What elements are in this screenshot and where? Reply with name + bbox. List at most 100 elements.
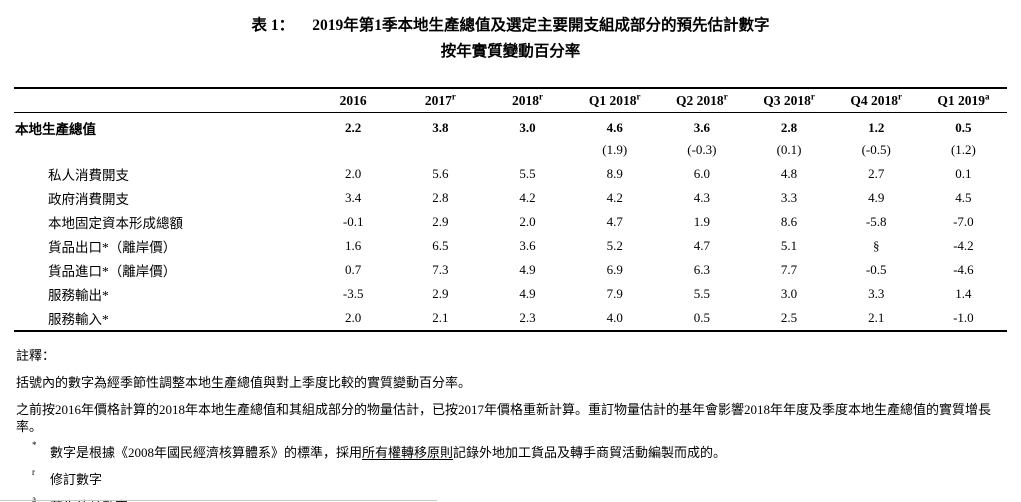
column-header-q3-2018: Q3 2018r <box>745 87 833 113</box>
cell: 0.1 <box>955 165 972 181</box>
column-header-2016: 2016 <box>309 87 397 113</box>
column-header-empty <box>14 87 310 113</box>
cell: 2.7 <box>868 165 885 181</box>
cell: 5.6 <box>432 165 449 181</box>
cell: 2.9 <box>432 285 449 301</box>
column-header-2018: 2018r <box>483 87 572 113</box>
row-label: 私人消費開支 <box>48 167 129 183</box>
cell: 3.0 <box>519 119 536 135</box>
table-subtitle: 按年實質變動百分率 <box>440 42 581 60</box>
cell: 3.3 <box>868 285 885 301</box>
row-label: 服務輸入* <box>48 311 109 327</box>
table-row-imports-of-services: 服務輸入* 2.0 2.1 2.3 4.0 0.5 2.5 2.1 -1.0 <box>14 306 1007 331</box>
table-row-fixed-capital-formation: 本地固定資本形成總額 -0.1 2.9 2.0 4.7 1.9 8.6 -5.8… <box>14 210 1007 234</box>
cell: 8.9 <box>606 165 623 181</box>
cell: 2.5 <box>780 309 798 325</box>
row-label: 本地固定資本形成總額 <box>48 215 183 231</box>
cell <box>310 140 397 162</box>
note-rebasing: 之前按2016年價格計算的2018年本地生產總值和其組成部分的物量估計，已按20… <box>16 401 992 434</box>
cell: 4.2 <box>606 189 623 205</box>
cell: 4.7 <box>606 213 623 229</box>
underlined-term: 所有權轉移原則 <box>362 445 454 461</box>
cell: (1.2) <box>950 141 976 157</box>
cell: -4.6 <box>953 261 974 277</box>
cell: 6.3 <box>693 261 710 277</box>
table-row-gdp: 本地生產總值 2.2 3.8 3.0 4.6 3.6 2.8 1.2 0.5 <box>14 112 1007 140</box>
cell: 4.0 <box>606 309 623 325</box>
footnote-text: 修訂數字 <box>50 472 103 488</box>
cell: 4.8 <box>780 165 798 181</box>
cell: 8.6 <box>780 213 798 229</box>
gdp-statistics-table: 2016 2017r 2018r Q1 2018r Q2 2018r Q3 20… <box>14 86 1007 332</box>
cell: 2.1 <box>868 309 885 325</box>
column-header-q2-2018: Q2 2018r <box>658 87 746 113</box>
cell: (1.9) <box>602 141 628 157</box>
cell: 4.5 <box>955 189 972 205</box>
cell: 7.7 <box>780 261 798 277</box>
column-header-q4-2018: Q4 2018r <box>832 87 920 113</box>
notes-heading: 註釋： <box>16 347 56 363</box>
table-row-imports-of-goods: 貨品進口*（離岸價） 0.7 7.3 4.9 6.9 6.3 7.7 -0.5 … <box>14 258 1007 282</box>
cell: -4.2 <box>953 237 974 253</box>
cell: 7.3 <box>432 261 449 277</box>
row-label <box>14 140 310 162</box>
cell: -5.8 <box>865 213 887 229</box>
cell: -1.0 <box>953 309 974 325</box>
cell: 3.0 <box>780 285 798 301</box>
cell: 5.2 <box>606 237 623 253</box>
cell: -7.0 <box>953 213 974 229</box>
cell <box>484 140 571 162</box>
cell: 5.1 <box>780 237 798 253</box>
cell: 2.8 <box>780 119 798 135</box>
column-header-q1-2019: Q1 2019a <box>919 87 1007 113</box>
table-row-exports-of-goods: 貨品出口*（離岸價） 1.6 6.5 3.6 5.2 4.7 5.1 § -4.… <box>14 234 1007 258</box>
cell: 5.5 <box>693 285 710 301</box>
cell: 1.9 <box>693 213 710 229</box>
footnote-asterisk: * 數字是根據《2008年國民經濟核算體系》的標準，採用所有權轉移原則記錄外地加… <box>32 440 727 461</box>
note-seasonal-adjustment: 括號內的數字為經季節性調整本地生產總值與對上季度比較的實質變動百分率。 <box>16 374 472 390</box>
notes-section: 註釋： 括號內的數字為經季節性調整本地生產總值與對上季度比較的實質變動百分率。 … <box>16 348 1007 502</box>
cell: 4.9 <box>519 261 536 277</box>
cell: 6.5 <box>432 237 449 253</box>
table-header-row: 2016 2017r 2018r Q1 2018r Q2 2018r Q3 20… <box>14 87 1007 113</box>
cell: (-0.3) <box>687 141 717 157</box>
table-title-block: 表 1： 2019年第1季本地生產總值及選定主要開支組成部分的預先估計數字 按年實… <box>0 0 1021 63</box>
cell: 2.2 <box>345 119 362 135</box>
bottom-divider <box>0 500 437 501</box>
cell: 4.2 <box>519 189 536 205</box>
row-label: 政府消費開支 <box>48 191 129 207</box>
cell <box>397 140 484 162</box>
cell: 2.0 <box>345 309 362 325</box>
cell: 0.7 <box>345 261 362 277</box>
row-label: 貨品進口*（離岸價） <box>48 263 177 279</box>
cell: 1.6 <box>345 237 362 253</box>
cell: 4.6 <box>606 119 623 135</box>
cell: -0.1 <box>342 213 364 229</box>
cell: 2.8 <box>432 189 449 205</box>
cell: 2.9 <box>432 213 449 229</box>
cell: 2.0 <box>345 165 362 181</box>
table-row-private-consumption: 私人消費開支 2.0 5.6 5.5 8.9 6.0 4.8 2.7 0.1 <box>14 162 1007 186</box>
row-label: 服務輸出* <box>48 287 109 303</box>
cell: 2.3 <box>519 309 536 325</box>
cell: 4.9 <box>519 285 536 301</box>
table-number: 表 1： <box>251 17 295 34</box>
cell: § <box>872 237 880 253</box>
cell: 7.9 <box>606 285 623 301</box>
row-label: 本地生產總值 <box>15 121 96 137</box>
cell: 1.4 <box>955 285 972 301</box>
cell: 6.9 <box>606 261 623 277</box>
cell: 3.6 <box>519 237 536 253</box>
table-row-government-consumption: 政府消費開支 3.4 2.8 4.2 4.2 4.3 3.3 4.9 4.5 <box>14 186 1007 210</box>
cell: -0.5 <box>865 261 887 277</box>
row-label: 貨品出口*（離岸價） <box>48 239 177 255</box>
cell: 3.4 <box>345 189 362 205</box>
table-title-text: 2019年第1季本地生產總值及選定主要開支組成部分的預先估計數字 <box>312 17 770 34</box>
cell: 0.5 <box>693 309 710 325</box>
footnote-revised: r 修訂數字 <box>32 467 103 488</box>
cell: 4.7 <box>693 237 710 253</box>
column-header-q1-2018: Q1 2018r <box>571 87 659 113</box>
table-row-gdp-seasonally-adjusted: (1.9) (-0.3) (0.1) (-0.5) (1.2) <box>14 140 1007 162</box>
table-title: 表 1： 2019年第1季本地生產總值及選定主要開支組成部分的預先估計數字 <box>0 16 1021 37</box>
